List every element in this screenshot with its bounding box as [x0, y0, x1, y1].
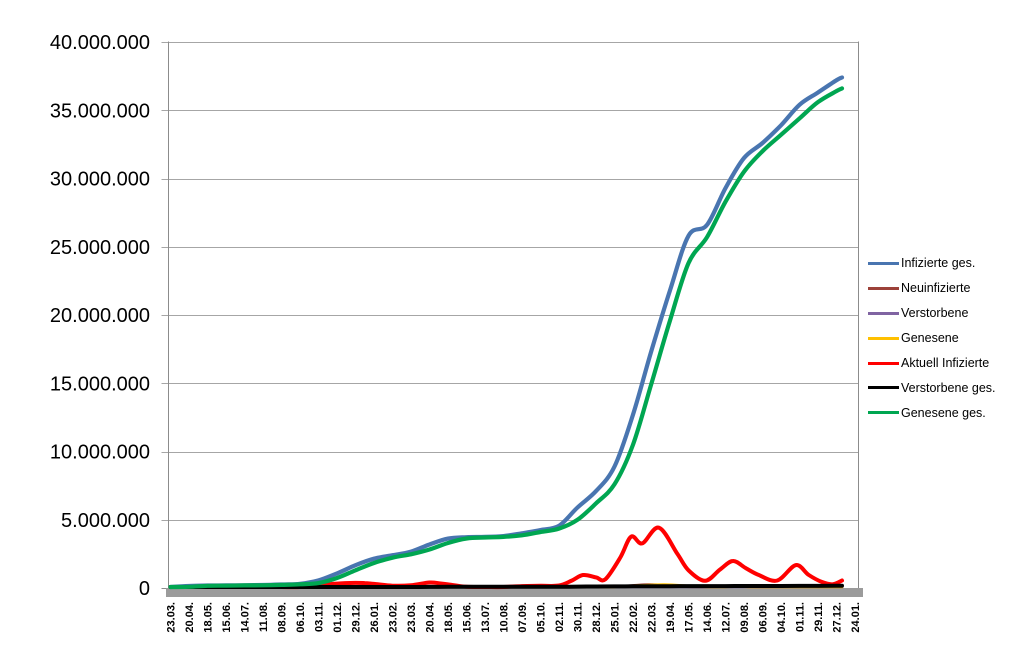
series-lines: [168, 75, 845, 590]
legend-line-swatch: [868, 311, 899, 315]
x-axis-tick-label: 30.11.: [573, 602, 585, 632]
x-axis-tick-label: 12.07.: [721, 602, 733, 633]
x-axis-tick-label: 01.11.: [795, 602, 807, 632]
x-axis-tick-label: 27.12.: [832, 602, 844, 633]
y-axis-tick-label: 25.000.000: [50, 237, 150, 259]
x-axis-tick-label: 20.04.: [184, 602, 196, 633]
x-axis-tick-label: 29.11.: [813, 602, 825, 632]
legend-line-swatch: [868, 361, 899, 365]
legend-label: Infizierte ges.: [901, 256, 976, 271]
x-axis-bar: [166, 588, 863, 597]
x-axis-tick-label: 03.11.: [314, 602, 326, 632]
y-axis-tick-label: 40.000.000: [50, 32, 150, 54]
y-axis-tick-label: 0: [139, 578, 150, 600]
x-axis-tick-label: 02.11.: [554, 602, 566, 632]
legend-label: Aktuell Infizierte: [901, 355, 990, 370]
y-axis-tick-label: 5.000.000: [61, 510, 150, 532]
x-axis-tick-label: 29.12.: [351, 602, 363, 633]
legend-label: Genesene: [901, 330, 959, 345]
legend-line-swatch: [868, 336, 899, 340]
legend-item-aktuell-infizierte: Aktuell Infizierte: [868, 351, 996, 376]
x-axis-tick-label: 11.08.: [258, 602, 270, 632]
legend-line-swatch: [868, 286, 899, 290]
x-axis-tick-label: 22.03.: [647, 602, 659, 633]
x-axis-tick-label: 07.09.: [517, 602, 529, 633]
x-axis-tick-label: 05.10.: [536, 602, 548, 633]
legend: Infizierte ges. Neuinfizierte Verstorbene G…: [868, 251, 996, 425]
series-line-infizierte-ges: [168, 75, 845, 590]
legend-line-swatch: [868, 261, 899, 265]
y-axis-tick-label: 10.000.000: [50, 442, 150, 464]
x-axis-tick-label: 20.04.: [425, 602, 437, 633]
x-axis-tick-label: 09.08.: [739, 602, 751, 633]
y-axis-labels: 0 5.000.000 10.000.000 15.000.000 20.000.000…: [50, 32, 150, 600]
x-axis-labels: 23.03. 20.04. 18.05. 15.06. 14.07. 11.08. 08.0…: [166, 602, 863, 633]
axes: [166, 41, 863, 597]
legend-item-genesene-ges: Genesene ges.: [868, 400, 996, 425]
legend-label: Verstorbene ges.: [901, 380, 996, 395]
legend-item-infizierte-ges: Infizierte ges.: [868, 251, 996, 276]
x-axis-tick-label: 17.05.: [684, 602, 696, 633]
gridlines: [161, 42, 859, 589]
x-axis-tick-label: 14.06.: [702, 602, 714, 633]
legend-line-swatch: [868, 411, 899, 415]
x-axis-tick-label: 10.08.: [499, 602, 511, 633]
x-axis-tick-label: 22.02.: [628, 602, 640, 633]
x-axis-tick-label: 18.05.: [443, 602, 455, 633]
y-axis-tick-label: 30.000.000: [50, 169, 150, 191]
legend-label: Verstorbene: [901, 305, 969, 320]
legend-label: Genesene ges.: [901, 405, 986, 420]
legend-item-verstorbene: Verstorbene: [868, 301, 996, 326]
x-axis-tick-label: 28.12.: [591, 602, 603, 633]
x-axis-tick-label: 13.07.: [480, 602, 492, 633]
x-axis-tick-label: 06.09.: [758, 602, 770, 633]
y-axis-tick-label: 15.000.000: [50, 373, 150, 395]
x-axis-tick-label: 08.09.: [277, 602, 289, 633]
legend-item-neuinfizierte: Neuinfizierte: [868, 276, 996, 301]
x-axis-tick-label: 23.03.: [406, 602, 418, 633]
y-axis-tick-label: 20.000.000: [50, 305, 150, 327]
legend-item-verstorbene-ges: Verstorbene ges.: [868, 375, 996, 400]
y-axis-tick-label: 35.000.000: [50, 100, 150, 122]
x-axis-tick-label: 06.10.: [295, 602, 307, 633]
legend-line-swatch: [868, 386, 899, 390]
series-line-genesene-ges: [168, 86, 845, 590]
x-axis-tick-label: 14.07.: [240, 602, 252, 633]
x-axis-tick-label: 19.04.: [665, 602, 677, 633]
series-line-verstorbene-ges: [168, 583, 844, 589]
x-axis-tick-label: 01.12.: [332, 602, 344, 633]
x-axis-tick-label: 15.06.: [221, 602, 233, 633]
legend-item-genesene: Genesene: [868, 326, 996, 351]
legend-label: Neuinfizierte: [901, 281, 971, 296]
x-axis-tick-label: 24.01.: [850, 602, 862, 633]
x-axis-tick-label: 04.10.: [776, 602, 788, 633]
x-axis-tick-label: 23.03.: [166, 602, 178, 633]
x-axis-tick-label: 15.06.: [462, 602, 474, 633]
x-axis-tick-label: 25.01.: [610, 602, 622, 633]
x-axis-tick-label: 26.01.: [369, 602, 381, 633]
x-axis-tick-label: 23.02.: [388, 602, 400, 633]
x-axis-tick-label: 18.05.: [203, 602, 215, 633]
